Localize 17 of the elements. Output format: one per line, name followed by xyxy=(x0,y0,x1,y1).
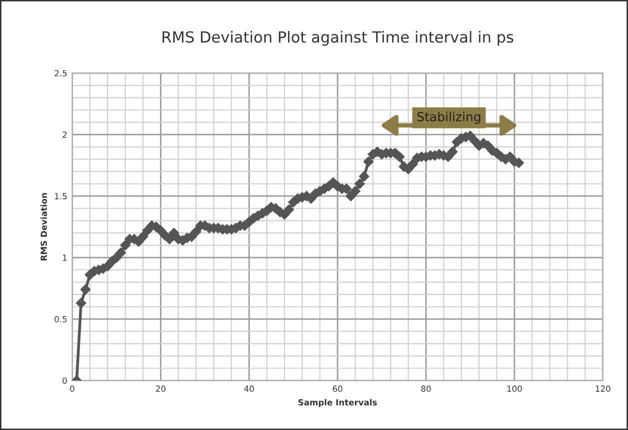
y-axis-title: RMS Deviation xyxy=(40,193,47,260)
x-tick-label: 120 xyxy=(596,386,610,392)
annotation: Stabilizing xyxy=(417,112,480,124)
x-tick-label: 60 xyxy=(332,386,342,392)
x-tick-label: 20 xyxy=(156,386,166,392)
x-tick-label: 80 xyxy=(421,386,431,392)
x-tick-label: 100 xyxy=(507,386,522,392)
y-tick-label: 1 xyxy=(62,254,67,261)
x-tick-label: 0 xyxy=(70,386,74,392)
y-tick-label: 2.5 xyxy=(54,70,67,76)
y-tick-label: 0.5 xyxy=(54,316,67,322)
y-tick-label: 0 xyxy=(62,378,67,384)
y-tick-label: 2 xyxy=(62,132,67,138)
x-tick-label: 40 xyxy=(244,386,254,392)
y-tick-label: 1.5 xyxy=(55,193,67,200)
chart-title: RMS Deviation Plot against Time interval in ps xyxy=(162,30,514,46)
x-axis-title: Sample Intervals xyxy=(298,399,377,408)
